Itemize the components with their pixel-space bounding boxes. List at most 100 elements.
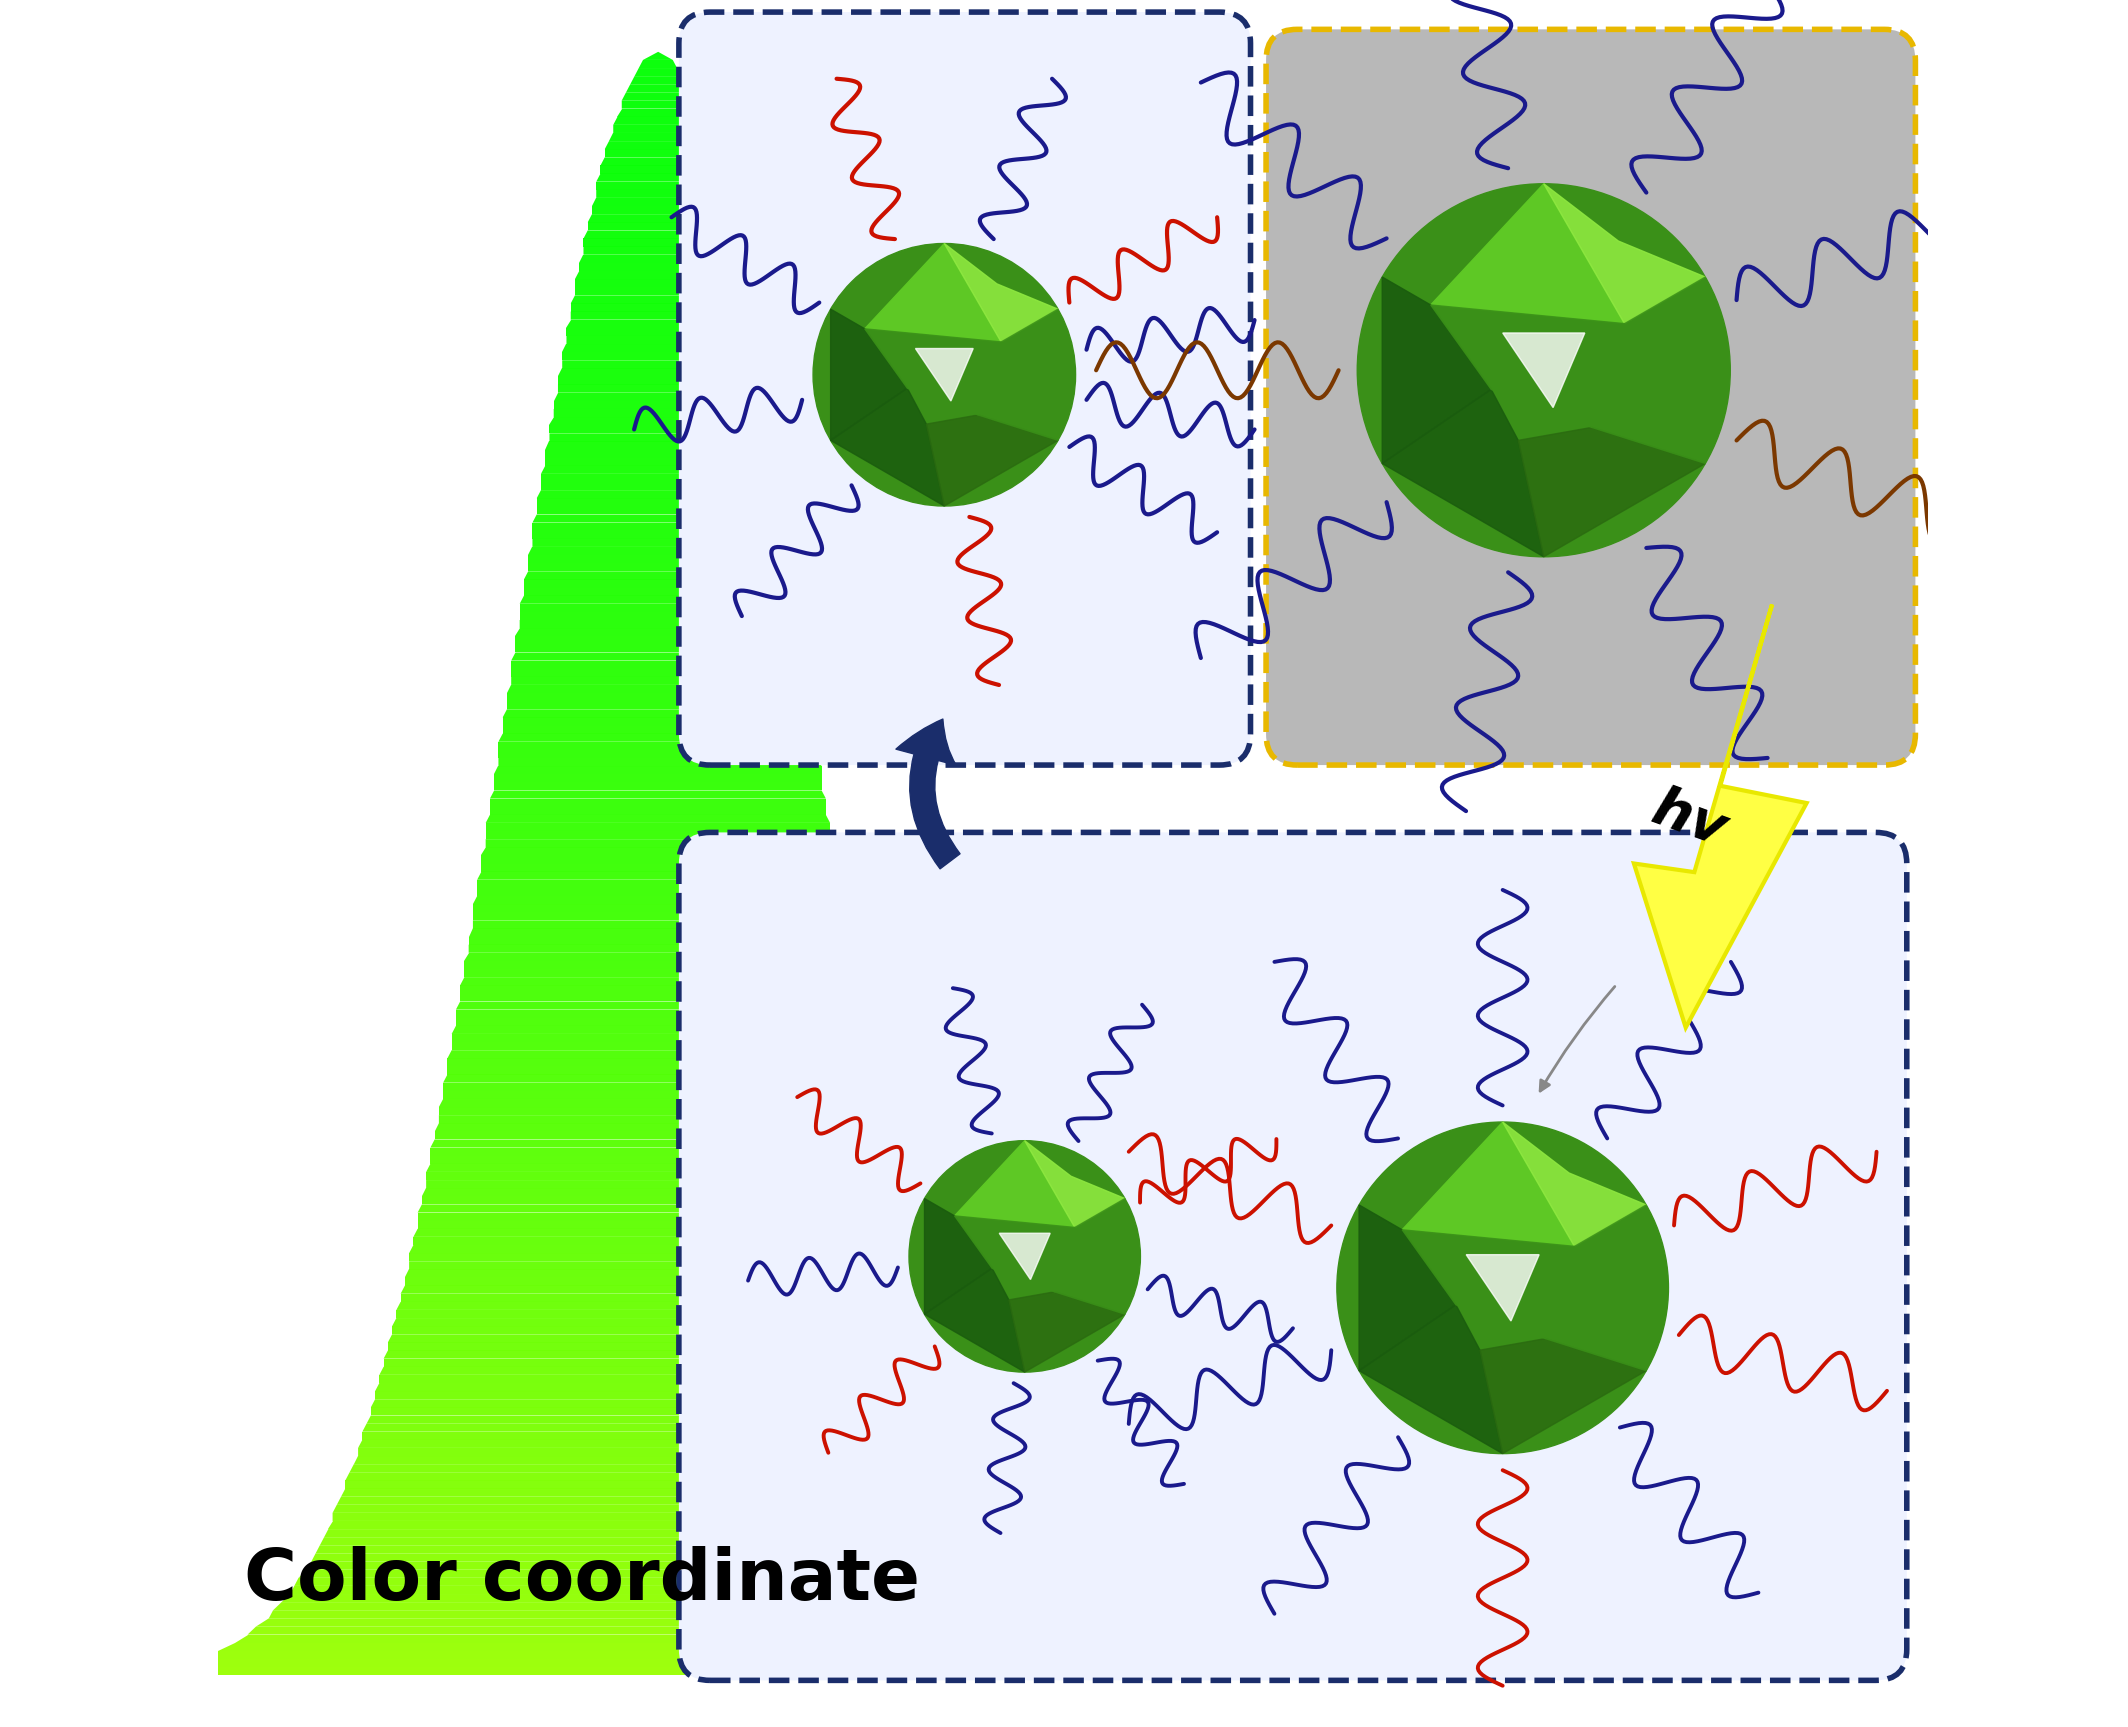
Polygon shape	[438, 1098, 877, 1107]
Polygon shape	[383, 1351, 932, 1359]
Polygon shape	[362, 1432, 953, 1440]
FancyBboxPatch shape	[1266, 29, 1915, 765]
Polygon shape	[979, 309, 1058, 440]
Polygon shape	[421, 1188, 894, 1197]
Polygon shape	[370, 1399, 945, 1408]
Polygon shape	[1026, 1142, 1126, 1228]
Polygon shape	[485, 839, 834, 848]
Polygon shape	[621, 92, 694, 100]
FancyBboxPatch shape	[679, 12, 1251, 765]
Polygon shape	[604, 149, 711, 157]
Polygon shape	[358, 1447, 962, 1456]
Polygon shape	[272, 1603, 1043, 1610]
Polygon shape	[519, 620, 800, 629]
FancyBboxPatch shape	[679, 832, 1907, 1680]
Circle shape	[1358, 183, 1730, 556]
Polygon shape	[294, 1578, 1021, 1585]
Polygon shape	[332, 1513, 987, 1521]
FancyArrowPatch shape	[896, 718, 960, 869]
Polygon shape	[217, 1667, 1064, 1675]
Polygon shape	[1009, 1292, 1126, 1371]
Polygon shape	[489, 798, 826, 807]
Polygon shape	[336, 1497, 979, 1504]
Polygon shape	[340, 1489, 975, 1497]
Polygon shape	[553, 409, 766, 418]
Polygon shape	[506, 686, 809, 693]
Polygon shape	[528, 554, 787, 563]
Polygon shape	[417, 1221, 898, 1230]
Polygon shape	[536, 506, 779, 515]
Polygon shape	[532, 539, 787, 547]
Polygon shape	[481, 864, 834, 872]
Polygon shape	[592, 199, 724, 206]
Polygon shape	[498, 758, 821, 767]
Polygon shape	[311, 1554, 1004, 1561]
Polygon shape	[498, 734, 817, 743]
Polygon shape	[536, 497, 779, 506]
Polygon shape	[217, 1642, 1064, 1651]
Polygon shape	[955, 1142, 1075, 1228]
Polygon shape	[434, 1131, 881, 1140]
Polygon shape	[570, 295, 745, 304]
Polygon shape	[528, 547, 787, 554]
Polygon shape	[541, 482, 775, 490]
Polygon shape	[558, 376, 758, 385]
Polygon shape	[549, 425, 766, 433]
Polygon shape	[592, 206, 724, 214]
Polygon shape	[830, 389, 945, 506]
Polygon shape	[396, 1302, 919, 1311]
Polygon shape	[566, 319, 749, 328]
Polygon shape	[447, 1067, 868, 1074]
Polygon shape	[375, 1383, 941, 1392]
Polygon shape	[438, 1116, 881, 1123]
Polygon shape	[366, 1416, 949, 1423]
Polygon shape	[613, 117, 702, 124]
Polygon shape	[1383, 389, 1543, 556]
Polygon shape	[1545, 1205, 1647, 1371]
Polygon shape	[506, 693, 809, 701]
Polygon shape	[609, 133, 706, 142]
Polygon shape	[511, 661, 804, 668]
Polygon shape	[477, 872, 838, 879]
Polygon shape	[545, 458, 770, 466]
Polygon shape	[345, 1471, 970, 1480]
Polygon shape	[443, 1074, 872, 1083]
Polygon shape	[515, 629, 800, 636]
Polygon shape	[575, 280, 741, 287]
Polygon shape	[515, 644, 800, 653]
Polygon shape	[1502, 1123, 1647, 1247]
Polygon shape	[455, 1002, 860, 1010]
Polygon shape	[268, 1610, 1051, 1618]
Polygon shape	[579, 263, 736, 271]
Polygon shape	[353, 1456, 962, 1464]
Polygon shape	[481, 848, 834, 855]
Polygon shape	[413, 1230, 902, 1237]
Polygon shape	[519, 596, 796, 604]
Polygon shape	[558, 368, 758, 376]
Polygon shape	[217, 1651, 1064, 1660]
Polygon shape	[217, 1660, 1064, 1667]
Polygon shape	[477, 879, 838, 888]
Polygon shape	[434, 1123, 881, 1131]
Polygon shape	[945, 244, 1058, 342]
Polygon shape	[1360, 1205, 1456, 1371]
Polygon shape	[421, 1197, 894, 1204]
Polygon shape	[404, 1278, 911, 1285]
Polygon shape	[404, 1269, 911, 1278]
Polygon shape	[502, 710, 813, 717]
Polygon shape	[613, 124, 706, 133]
Polygon shape	[515, 636, 800, 644]
Polygon shape	[358, 1440, 958, 1447]
Polygon shape	[1502, 333, 1585, 408]
Polygon shape	[451, 1034, 864, 1041]
Polygon shape	[315, 1546, 1000, 1554]
Polygon shape	[541, 473, 775, 482]
Polygon shape	[460, 984, 855, 993]
Polygon shape	[1543, 183, 1705, 323]
Polygon shape	[468, 929, 847, 936]
Polygon shape	[583, 238, 732, 247]
Polygon shape	[553, 392, 762, 401]
Polygon shape	[375, 1392, 941, 1399]
Polygon shape	[566, 328, 749, 335]
Polygon shape	[464, 953, 851, 960]
